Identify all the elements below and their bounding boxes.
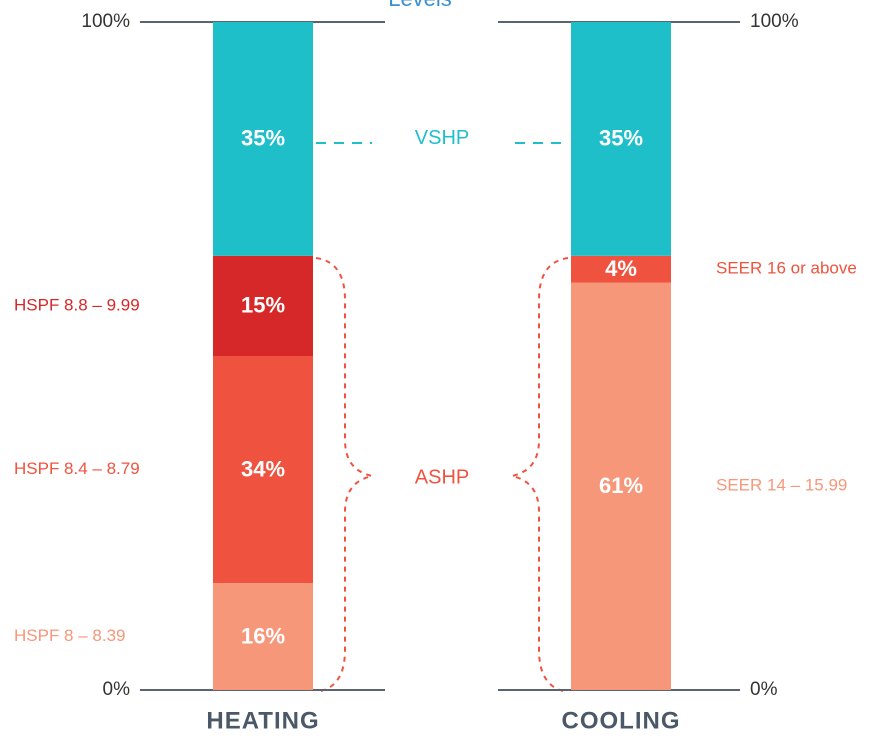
bar-segment (571, 282, 671, 690)
series-label: SEER 14 – 15.99 (716, 476, 847, 495)
series-label: HSPF 8 – 8.39 (14, 626, 126, 645)
data-label: 16% (241, 623, 285, 648)
x-tick-label: HEATING (206, 707, 319, 734)
series-label: SEER 16 or above (716, 259, 857, 278)
series-label: VSHP (415, 127, 469, 149)
data-label: 35% (241, 126, 285, 151)
y-tick-label: 100% (750, 11, 799, 32)
data-label: 61% (599, 473, 643, 498)
data-label: 15% (241, 293, 285, 318)
chart-title: Levels (388, 0, 452, 11)
y-tick-label: 100% (81, 11, 130, 32)
bar-segment (213, 583, 313, 690)
ashp-braces (315, 257, 569, 693)
bar-segment (213, 255, 313, 356)
bar-segment (571, 255, 671, 283)
x-tick-label: COOLING (562, 707, 681, 734)
bar-segment (213, 356, 313, 584)
data-label: 34% (241, 456, 285, 481)
annotation: ASHP (415, 466, 469, 488)
y-tick-label: 0% (750, 679, 778, 700)
data-label: 4% (605, 256, 637, 281)
bar-segment (571, 22, 671, 256)
y-tick-label: 0% (103, 679, 131, 700)
series-label: HSPF 8.4 – 8.79 (14, 459, 140, 478)
data-label: 35% (599, 126, 643, 151)
bar-segment (213, 22, 313, 256)
series-label: HSPF 8.8 – 9.99 (14, 295, 140, 314)
